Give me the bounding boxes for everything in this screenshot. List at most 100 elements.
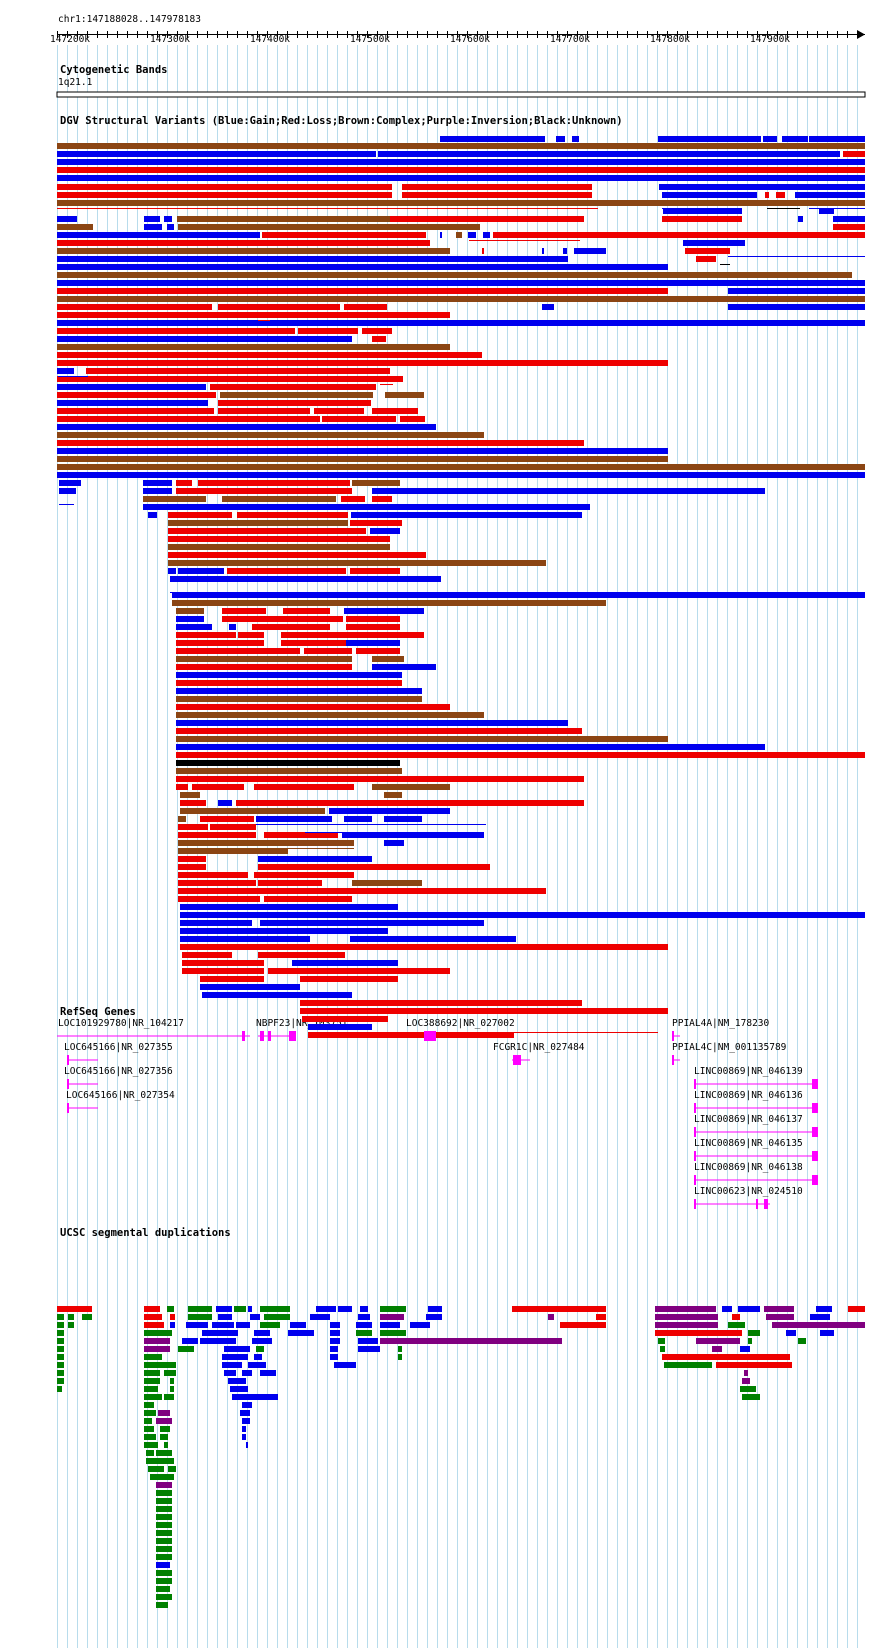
dgv-variant-bar bbox=[168, 560, 546, 566]
segdup-bar bbox=[162, 1362, 176, 1368]
gene-label[interactable]: NBPF23|NR_103751 bbox=[256, 1018, 348, 1029]
dgv-variant-bar bbox=[182, 952, 232, 958]
dgv-variant-bar bbox=[180, 912, 865, 918]
segdup-bar bbox=[144, 1410, 156, 1416]
gene-exon bbox=[694, 1103, 696, 1113]
segdup-bar bbox=[712, 1346, 722, 1352]
gene-label[interactable]: LINC00869|NR_046138 bbox=[694, 1162, 803, 1173]
dgv-variant-bar bbox=[176, 784, 188, 790]
dgv-variant-bar bbox=[833, 216, 865, 222]
dgv-variant-bar bbox=[57, 224, 93, 230]
segdup-bar bbox=[810, 1314, 830, 1320]
dgv-variant-bar bbox=[57, 175, 865, 181]
dgv-variant-bar bbox=[172, 592, 865, 598]
dgv-variant-bar bbox=[683, 240, 745, 246]
segdup-bar bbox=[156, 1418, 172, 1424]
gene-label[interactable]: LINC00869|NR_046139 bbox=[694, 1066, 803, 1077]
segdup-bar bbox=[230, 1386, 248, 1392]
segdup-bar bbox=[144, 1442, 158, 1448]
segdup-bar bbox=[144, 1378, 160, 1384]
dgv-variant-bar bbox=[176, 640, 264, 646]
segdup-bar bbox=[156, 1498, 172, 1504]
segdup-bar bbox=[146, 1458, 158, 1464]
dgv-variant-bar bbox=[178, 888, 546, 894]
segdup-bar bbox=[310, 1314, 330, 1320]
dgv-variant-bar bbox=[346, 640, 400, 646]
dgv-variant-bar bbox=[57, 368, 74, 374]
gene-label[interactable]: LOC388692|NR_027002 bbox=[406, 1018, 515, 1029]
dgv-variant-bar bbox=[572, 136, 579, 142]
segdup-bar bbox=[228, 1378, 246, 1384]
dgv-variant-bar bbox=[176, 616, 204, 622]
segdup-bar bbox=[164, 1370, 176, 1376]
segdup-bar bbox=[548, 1314, 554, 1320]
segdup-bar bbox=[380, 1314, 404, 1320]
segdup-bar bbox=[248, 1362, 266, 1368]
segdup-bar bbox=[200, 1338, 236, 1344]
gene-label[interactable]: LOC645166|NR_027356 bbox=[64, 1066, 173, 1077]
dgv-variant-bar bbox=[765, 192, 769, 198]
segdup-bar bbox=[222, 1354, 248, 1360]
segdup-bar bbox=[236, 1322, 250, 1328]
dgv-variant-bar bbox=[256, 816, 332, 822]
segdup-bar bbox=[218, 1314, 232, 1320]
segdup-bar bbox=[158, 1410, 170, 1416]
segdup-bar bbox=[160, 1434, 168, 1440]
dgv-variant-bar bbox=[542, 248, 544, 254]
gene-label[interactable]: FCGR1C|NR_027484 bbox=[493, 1042, 585, 1053]
dgv-variant-bar bbox=[57, 280, 865, 286]
dgv-variant-bar bbox=[659, 184, 865, 190]
segdup-bar bbox=[410, 1322, 430, 1328]
segdup-bar bbox=[170, 1322, 175, 1328]
segdup-bar bbox=[246, 1442, 248, 1448]
gene-label[interactable]: LOC645166|NR_027354 bbox=[66, 1090, 175, 1101]
segdup-bar bbox=[242, 1402, 252, 1408]
segdup-bar bbox=[256, 1346, 264, 1352]
gene-label[interactable]: PPIAL4C|NM_001135789 bbox=[672, 1042, 787, 1053]
gene-exon bbox=[812, 1127, 818, 1137]
segdup-bar bbox=[742, 1394, 760, 1400]
segdup-bar bbox=[156, 1586, 170, 1592]
segdup-bar bbox=[658, 1338, 665, 1344]
dgv-variant-bar bbox=[308, 1024, 372, 1030]
gene-label[interactable]: LINC00623|NR_024510 bbox=[694, 1186, 803, 1197]
dgv-variant-bar bbox=[178, 840, 354, 846]
segdup-bar bbox=[242, 1426, 246, 1432]
gene-label[interactable]: LINC00869|NR_046137 bbox=[694, 1114, 803, 1125]
dgv-variant-bar bbox=[57, 432, 484, 438]
dgv-variant-bar bbox=[176, 480, 192, 486]
segdup-bar bbox=[655, 1322, 718, 1328]
gene-label[interactable]: LOC645166|NR_027355 bbox=[64, 1042, 173, 1053]
dgv-variant-bar bbox=[176, 776, 584, 782]
gene-label[interactable]: LINC00869|NR_046136 bbox=[694, 1090, 803, 1101]
dgv-variant-bar bbox=[264, 896, 352, 902]
segdup-bar bbox=[596, 1314, 606, 1320]
segdup-bar bbox=[764, 1306, 794, 1312]
gene-label[interactable]: PPIAL4A|NM_178230 bbox=[672, 1018, 770, 1029]
dgv-variant-bar bbox=[176, 688, 422, 694]
dgv-variant-bar bbox=[300, 1008, 668, 1014]
segdup-bar bbox=[330, 1330, 340, 1336]
segdup-bar bbox=[380, 1306, 406, 1312]
segdup-bar bbox=[146, 1450, 154, 1456]
dgv-variant-bar bbox=[218, 408, 310, 414]
gene-label[interactable]: LOC101929780|NR_104217 bbox=[58, 1018, 184, 1029]
dgv-variant-bar bbox=[252, 624, 330, 630]
dgv-variant-bar bbox=[308, 1032, 514, 1038]
dgv-variant-bar bbox=[168, 536, 390, 542]
dgv-variant-bar bbox=[178, 864, 206, 870]
dgv-variant-bar bbox=[262, 232, 426, 238]
segdup-bar bbox=[156, 1554, 172, 1560]
segdup-bar bbox=[358, 1314, 370, 1320]
segdup-bar bbox=[144, 1418, 152, 1424]
dgv-variant-bar bbox=[148, 512, 157, 518]
dgv-variant-bar bbox=[180, 920, 252, 926]
dgv-variant-bar bbox=[370, 528, 400, 534]
dgv-variant-bar bbox=[177, 216, 390, 222]
dgv-variant-bar bbox=[237, 512, 348, 518]
dgv-variant-bar bbox=[456, 232, 462, 238]
segdup-bar bbox=[662, 1354, 790, 1360]
gene-label[interactable]: LINC00869|NR_046135 bbox=[694, 1138, 803, 1149]
dgv-variant-bar bbox=[180, 928, 388, 934]
